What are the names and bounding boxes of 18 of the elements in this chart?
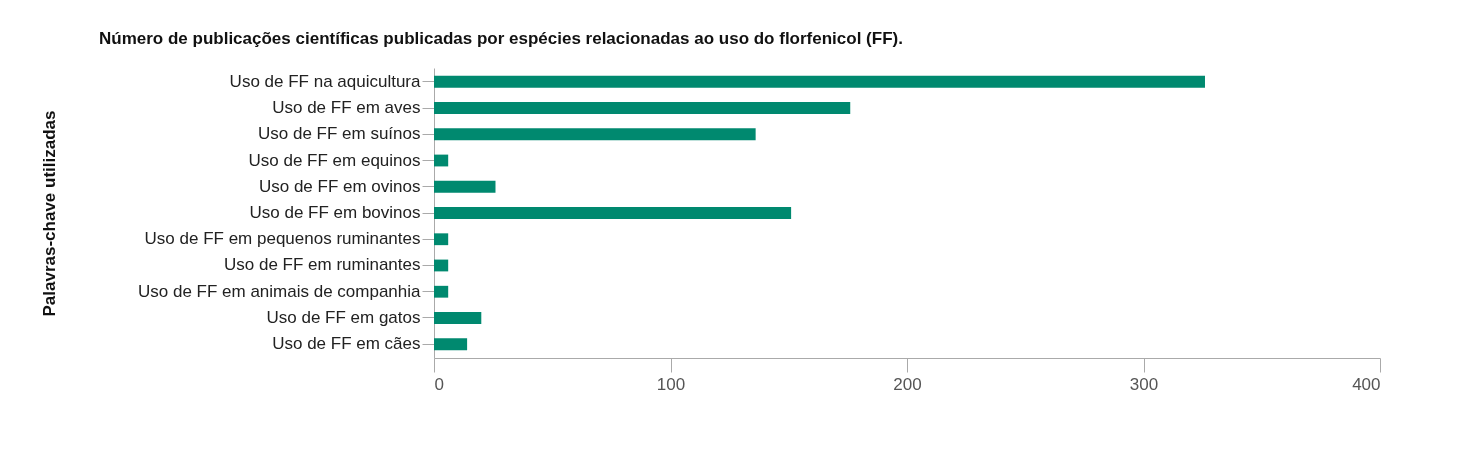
y-tick-label: Uso de FF em aves — [272, 98, 421, 118]
y-tick-label: Uso de FF em equinos — [248, 150, 421, 170]
y-tick-label: Uso de FF em cães — [272, 334, 421, 354]
x-tick-label: 300 — [1129, 374, 1159, 394]
y-tick-label: Uso de FF na aquicultura — [229, 71, 422, 91]
x-tick-label: 200 — [893, 374, 922, 394]
y-tick-label: Uso de FF em gatos — [266, 307, 421, 327]
x-tick-label: 100 — [656, 374, 686, 394]
y-tick-label: Uso de FF em bovinos — [249, 203, 421, 222]
y-tick-label: Uso de FF em animais de companhia — [137, 281, 422, 301]
y-tick-label: Uso de FF em ovinos — [258, 176, 421, 196]
x-tick-label: 0 — [434, 374, 444, 394]
y-tick-label: Uso de FF em ruminantes — [223, 255, 421, 275]
y-axis-title: Palavras-chave utilizadas — [39, 110, 59, 317]
x-tick-label: 400 — [1352, 374, 1381, 394]
y-tick-label: Uso de FF em pequenos ruminantes — [144, 229, 421, 249]
chart-title: Número de publicações científicas publicadas por espécies relacionadas ao uso do florfenicol (FF). — [99, 29, 903, 48]
y-tick-label: Uso de FF em suínos — [257, 124, 421, 144]
